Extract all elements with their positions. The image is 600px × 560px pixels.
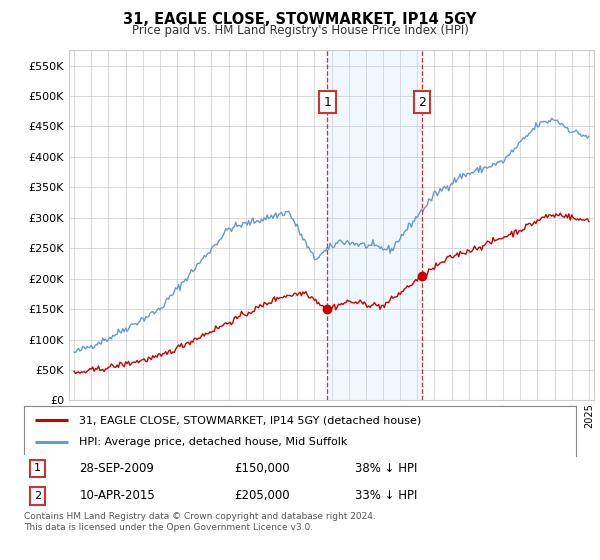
Text: £205,000: £205,000	[234, 489, 289, 502]
Text: Price paid vs. HM Land Registry's House Price Index (HPI): Price paid vs. HM Land Registry's House …	[131, 24, 469, 36]
Bar	[327, 50, 422, 400]
Text: 31, EAGLE CLOSE, STOWMARKET, IP14 5GY: 31, EAGLE CLOSE, STOWMARKET, IP14 5GY	[124, 12, 476, 27]
Text: 33% ↓ HPI: 33% ↓ HPI	[355, 489, 418, 502]
Text: 1: 1	[323, 96, 331, 109]
Text: HPI: Average price, detached house, Mid Suffolk: HPI: Average price, detached house, Mid …	[79, 437, 347, 447]
Text: Contains HM Land Registry data © Crown copyright and database right 2024.
This d: Contains HM Land Registry data © Crown c…	[24, 512, 376, 532]
Text: 2: 2	[418, 96, 426, 109]
Text: 38% ↓ HPI: 38% ↓ HPI	[355, 462, 418, 475]
Text: 28-SEP-2009: 28-SEP-2009	[79, 462, 154, 475]
Text: 10-APR-2015: 10-APR-2015	[79, 489, 155, 502]
Text: £150,000: £150,000	[234, 462, 289, 475]
Text: 2: 2	[34, 491, 41, 501]
Text: 1: 1	[34, 464, 41, 473]
Text: 31, EAGLE CLOSE, STOWMARKET, IP14 5GY (detached house): 31, EAGLE CLOSE, STOWMARKET, IP14 5GY (d…	[79, 415, 421, 425]
